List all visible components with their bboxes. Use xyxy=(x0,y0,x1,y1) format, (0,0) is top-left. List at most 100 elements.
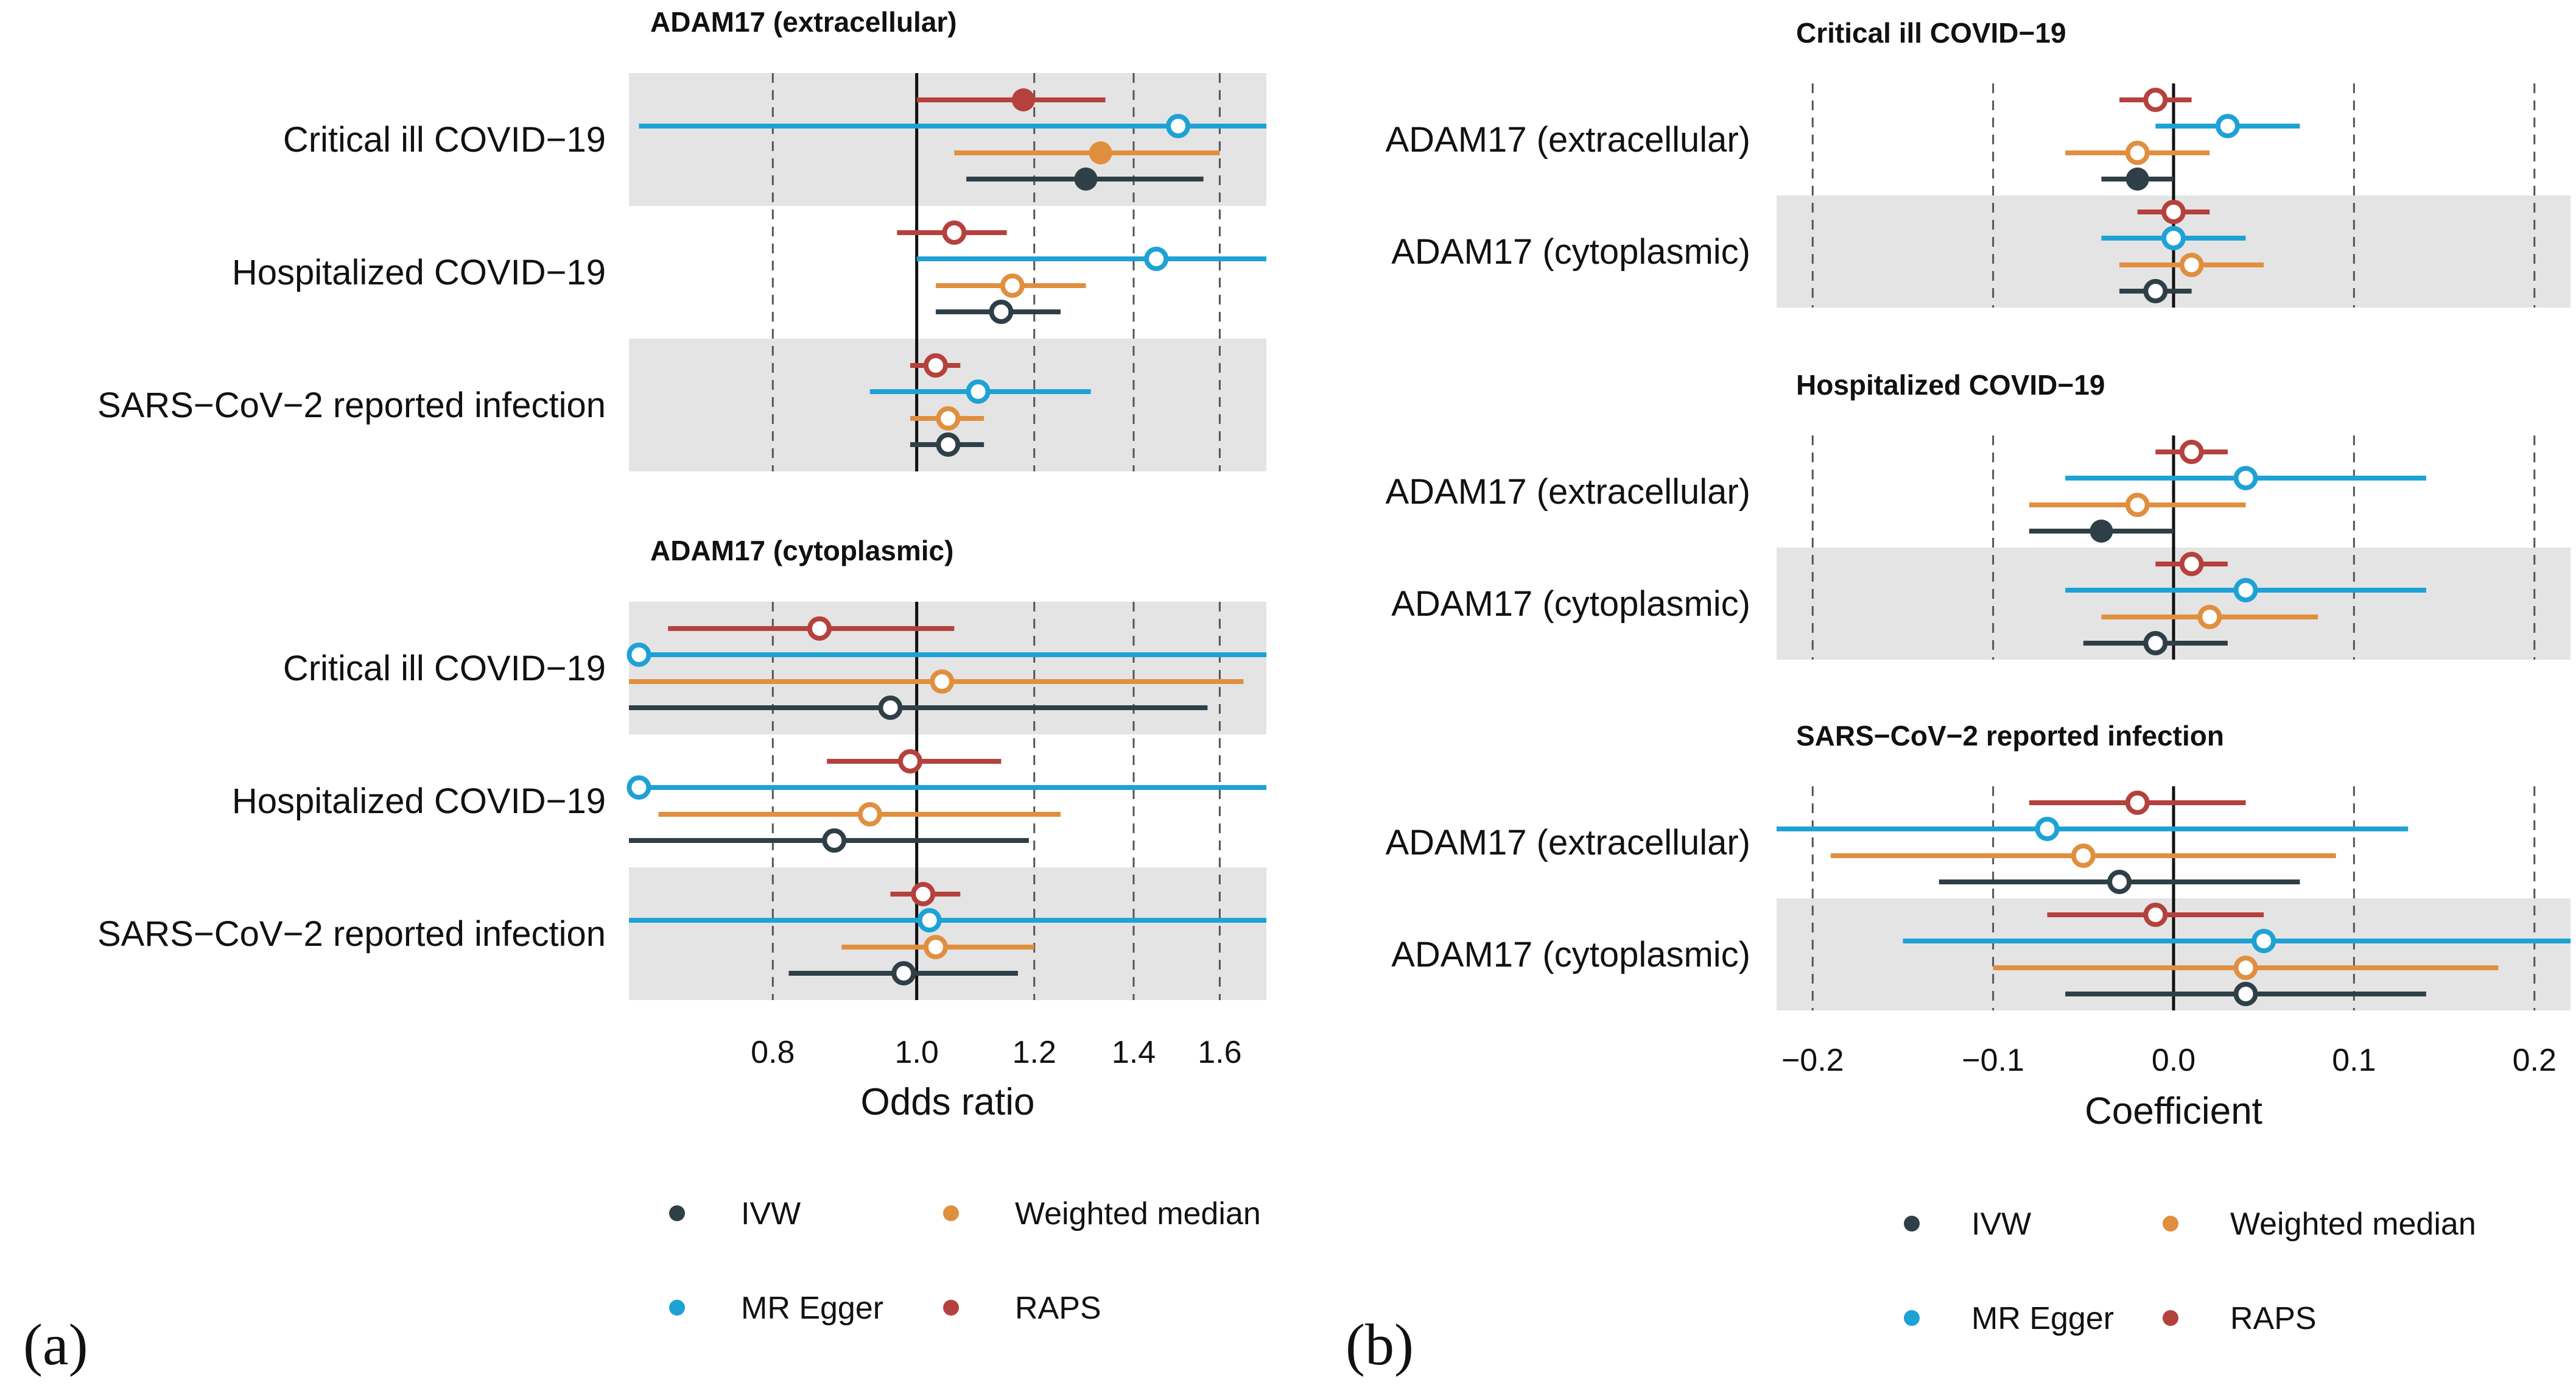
legend-swatch-ivw xyxy=(1904,1216,1920,1232)
legend-swatch-raps xyxy=(943,1300,959,1316)
legend-label: RAPS xyxy=(2230,1301,2317,1336)
legend: IVW Weighted median MR Egger RAPS xyxy=(1904,1207,2476,1336)
point-weighted-median xyxy=(923,935,948,959)
point-ivw xyxy=(1074,167,1098,191)
point-weighted-median xyxy=(857,802,882,826)
legend-label: MR Egger xyxy=(1971,1301,2114,1336)
point-mr-egger xyxy=(626,775,651,800)
point-raps xyxy=(2125,791,2150,815)
panel-1-2: SARS−CoV−2 reported infection ADAM17 (ext… xyxy=(1385,720,2571,1010)
figure-b: Critical ill COVID−19 ADAM17 (extracellul… xyxy=(1346,17,2571,1377)
point-ivw xyxy=(878,696,903,720)
x-tick-label: 1.2 xyxy=(1013,1035,1056,1070)
row-label: SARS−CoV−2 reported infection xyxy=(97,914,606,954)
point-ivw xyxy=(2107,870,2132,894)
panel-title: Critical ill COVID−19 xyxy=(1796,17,2066,49)
row-band xyxy=(629,73,1266,206)
x-tick-label: −0.1 xyxy=(1962,1043,2024,1078)
point-raps xyxy=(2143,88,2168,112)
legend: IVW Weighted median MR Egger RAPS xyxy=(669,1196,1261,1326)
point-ivw xyxy=(2143,279,2168,303)
legend-swatch-raps xyxy=(2163,1310,2178,1326)
point-raps xyxy=(2179,552,2204,576)
legend-label: Weighted median xyxy=(1015,1196,1261,1232)
point-ivw xyxy=(936,432,961,457)
point-ivw xyxy=(2143,631,2168,655)
point-weighted-median xyxy=(2197,605,2222,629)
legend-label: IVW xyxy=(1971,1207,2031,1242)
x-tick-label: 1.4 xyxy=(1112,1035,1156,1070)
point-mr-egger xyxy=(2161,226,2186,250)
point-ivw xyxy=(2090,520,2113,543)
point-mr-egger xyxy=(2251,929,2276,953)
point-mr-egger xyxy=(2035,817,2060,841)
legend-swatch-weighted-median xyxy=(943,1205,959,1221)
row-label: Hospitalized COVID−19 xyxy=(232,781,606,821)
panel-1-0: Critical ill COVID−19 ADAM17 (extracellul… xyxy=(1385,17,2571,308)
legend-swatch-mr-egger xyxy=(1904,1310,1920,1326)
panel-title: ADAM17 (cytoplasmic) xyxy=(650,535,953,566)
x-tick-label: −0.2 xyxy=(1781,1043,1844,1078)
point-raps xyxy=(942,220,967,245)
x-tick-label: 1.6 xyxy=(1198,1035,1241,1070)
point-raps xyxy=(2179,440,2204,464)
point-weighted-median xyxy=(1089,141,1112,164)
row-band xyxy=(629,602,1266,735)
panel-title: SARS−CoV−2 reported infection xyxy=(1796,720,2224,752)
figure-label: (b) xyxy=(1346,1312,1414,1377)
row-label: ADAM17 (cytoplasmic) xyxy=(1391,935,1750,974)
point-mr-egger xyxy=(2233,578,2258,602)
point-mr-egger xyxy=(626,643,651,667)
point-weighted-median xyxy=(1000,273,1025,298)
point-mr-egger xyxy=(966,379,991,404)
x-tick-label: 1.0 xyxy=(894,1035,938,1070)
row-label: ADAM17 (extracellular) xyxy=(1385,120,1750,160)
point-ivw xyxy=(2233,982,2258,1006)
figure-label: (a) xyxy=(23,1312,88,1377)
point-mr-egger xyxy=(2215,114,2240,138)
panel-1-1: Hospitalized COVID−19 ADAM17 (extracellul… xyxy=(1385,369,2571,660)
point-weighted-median xyxy=(2071,844,2096,868)
row-label: ADAM17 (cytoplasmic) xyxy=(1391,584,1750,624)
point-weighted-median xyxy=(936,406,961,431)
row-label: Hospitalized COVID−19 xyxy=(232,253,606,292)
panel-0-1: ADAM17 (cytoplasmic) Critical ill COVID−1… xyxy=(97,535,1266,1000)
x-axis-title: Coefficient xyxy=(2085,1090,2262,1132)
legend-label: RAPS xyxy=(1015,1291,1101,1326)
legend-label: MR Egger xyxy=(741,1291,883,1326)
point-raps xyxy=(911,882,936,906)
point-raps xyxy=(923,353,948,378)
point-mr-egger xyxy=(1144,247,1169,271)
point-weighted-median xyxy=(2179,253,2204,277)
point-mr-egger xyxy=(917,908,942,932)
point-weighted-median xyxy=(2125,493,2150,517)
point-ivw xyxy=(2125,167,2149,191)
row-label: ADAM17 (extracellular) xyxy=(1385,472,1750,512)
legend-label: Weighted median xyxy=(2230,1207,2476,1242)
point-raps xyxy=(2143,903,2168,927)
legend-swatch-weighted-median xyxy=(2163,1216,2178,1232)
point-mr-egger xyxy=(2233,466,2258,490)
x-tick-label: 0.0 xyxy=(2152,1043,2195,1078)
figure-a: ADAM17 (extracellular) Critical ill COVID… xyxy=(23,6,1266,1377)
legend-label: IVW xyxy=(741,1196,801,1232)
point-mr-egger xyxy=(1166,114,1191,138)
point-ivw xyxy=(989,300,1014,324)
x-tick-label: 0.2 xyxy=(2513,1043,2557,1078)
point-raps xyxy=(807,616,832,641)
point-raps xyxy=(1011,88,1035,111)
legend-swatch-ivw xyxy=(669,1205,685,1221)
row-label: Critical ill COVID−19 xyxy=(283,649,606,688)
legend-swatch-mr-egger xyxy=(669,1300,685,1316)
x-tick-label: 0.1 xyxy=(2332,1043,2376,1078)
panel-title: ADAM17 (extracellular) xyxy=(650,6,957,38)
point-raps xyxy=(898,749,923,774)
x-axis-title: Odds ratio xyxy=(860,1081,1034,1123)
point-ivw xyxy=(822,828,847,853)
point-ivw xyxy=(891,961,916,985)
panel-title: Hospitalized COVID−19 xyxy=(1796,369,2105,401)
point-weighted-median xyxy=(2125,141,2150,165)
panel-0-0: ADAM17 (extracellular) Critical ill COVID… xyxy=(97,6,1266,471)
point-raps xyxy=(2161,200,2186,224)
